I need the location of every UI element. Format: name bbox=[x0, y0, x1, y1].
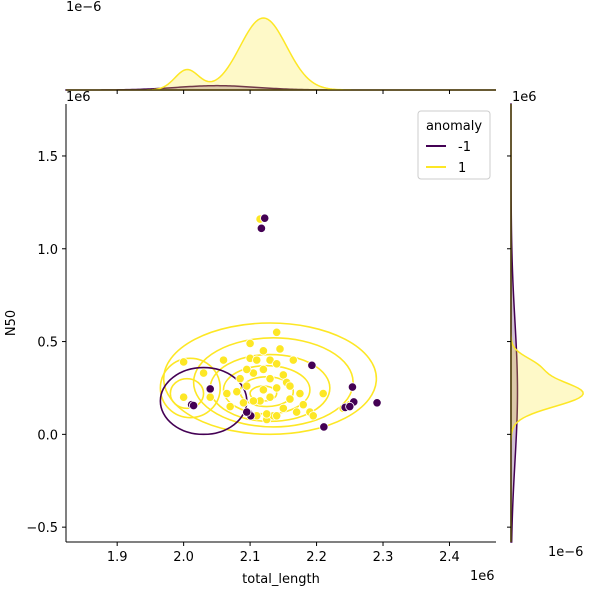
main-axes: 1.9 2.0 2.1 2.2 2.3 2.4 −0.5 0.0 0.5 1.0 1.5 tota… bbox=[4, 90, 496, 587]
y-tick-label: 0.0 bbox=[37, 428, 58, 443]
scatter-point-plus1 bbox=[288, 355, 298, 365]
scatter-point-minus1 bbox=[347, 382, 358, 392]
right-marginal-axes: 1e−6 1e6 bbox=[507, 90, 584, 560]
scatter-point-plus1 bbox=[295, 388, 305, 399]
x-tick-label: 1.9 bbox=[107, 550, 128, 565]
scatter-point-minus1 bbox=[260, 213, 270, 223]
scatter-point-plus1 bbox=[222, 388, 232, 399]
scatter-point-plus1 bbox=[242, 364, 252, 374]
scatter-point-plus1 bbox=[285, 381, 295, 391]
y-tick-label: 0.5 bbox=[37, 336, 58, 351]
scatter-point-minus1 bbox=[256, 223, 266, 233]
x-axis-label: total_length bbox=[242, 572, 320, 587]
scatter-point-minus1 bbox=[345, 401, 355, 412]
scatter-point-plus1 bbox=[278, 370, 288, 380]
scatter-point-plus1 bbox=[265, 374, 275, 384]
scatter-point-plus1 bbox=[265, 392, 275, 402]
scatter-point-plus1 bbox=[272, 327, 282, 337]
scatter-point-plus1 bbox=[308, 411, 318, 421]
scatter-point-plus1 bbox=[179, 357, 189, 367]
right-marginal-kde bbox=[510, 103, 584, 543]
x-tick-label: 2.3 bbox=[373, 550, 394, 565]
legend-frame bbox=[417, 110, 491, 180]
right-kde-minus1 bbox=[510, 103, 519, 543]
scatter-points bbox=[179, 213, 382, 432]
x-tick-label: 2.2 bbox=[306, 550, 327, 565]
x-tick-label: 2.0 bbox=[173, 550, 194, 565]
contour-plus1 bbox=[169, 377, 205, 410]
x-tick-label: 2.1 bbox=[240, 550, 261, 565]
contour-plus1 bbox=[162, 322, 378, 436]
x-tick-label: 2.4 bbox=[439, 550, 460, 565]
scatter-point-minus1 bbox=[307, 360, 317, 370]
scatter-point-minus1 bbox=[189, 400, 199, 411]
scatter-point-plus1 bbox=[272, 383, 282, 393]
top-marginal-scale-label: 1e−6 bbox=[66, 0, 101, 15]
y-ticks: −0.5 0.0 0.5 1.0 1.5 bbox=[26, 150, 66, 536]
x-scale-label: 1e6 bbox=[470, 569, 495, 584]
right-marginal-scale-label: 1e−6 bbox=[548, 545, 583, 560]
scatter-point-minus1 bbox=[242, 407, 252, 417]
scatter-point-plus1 bbox=[285, 394, 295, 404]
y-tick-label: 1.0 bbox=[37, 243, 58, 258]
scatter-point-plus1 bbox=[242, 381, 252, 391]
scatter-point-plus1 bbox=[225, 401, 235, 412]
scatter-point-minus1 bbox=[372, 398, 382, 408]
contour-plus1 bbox=[192, 337, 354, 428]
scatter-point-plus1 bbox=[258, 385, 268, 395]
right-marginal-ticks bbox=[507, 155, 511, 528]
scatter-point-minus1 bbox=[205, 384, 215, 394]
top-marginal-ticks bbox=[116, 90, 450, 94]
y-scale-label: 1e6 bbox=[66, 90, 91, 105]
scatter-point-plus1 bbox=[205, 392, 215, 402]
y-tick-label: −0.5 bbox=[26, 521, 58, 536]
scatter-point-plus1 bbox=[272, 411, 282, 421]
scatter-point-minus1 bbox=[319, 422, 329, 432]
top-kde-plus1 bbox=[66, 17, 496, 91]
legend-label-minus1: -1 bbox=[458, 140, 471, 155]
scatter-point-plus1 bbox=[245, 338, 255, 349]
scatter-point-plus1 bbox=[318, 388, 328, 399]
scatter-point-plus1 bbox=[275, 344, 285, 354]
top-marginal-kde bbox=[65, 17, 496, 91]
y-tick-label: 1.5 bbox=[37, 150, 58, 165]
scatter-point-plus1 bbox=[198, 368, 209, 378]
contour-plus1 bbox=[159, 357, 221, 419]
scatter-point-plus1 bbox=[272, 359, 282, 369]
x-ticks: 1.9 2.0 2.1 2.2 2.3 2.4 bbox=[107, 542, 460, 565]
legend-label-plus1: 1 bbox=[458, 161, 466, 176]
top-right-scale-label: 1e6 bbox=[512, 90, 537, 105]
top-marginal-axes: 1e−6 bbox=[65, 0, 496, 94]
scatter-point-plus1 bbox=[298, 400, 308, 410]
legend-title: anomaly bbox=[426, 119, 482, 134]
scatter-point-plus1 bbox=[238, 398, 249, 408]
right-kde-plus1 bbox=[510, 104, 584, 542]
scatter-point-plus1 bbox=[278, 403, 288, 413]
scatter-point-plus1 bbox=[232, 387, 242, 397]
scatter-point-plus1 bbox=[258, 364, 268, 374]
scatter-point-plus1 bbox=[262, 409, 272, 419]
scatter-point-plus1 bbox=[292, 407, 302, 417]
scatter-point-plus1 bbox=[179, 392, 189, 402]
legend: anomaly -1 1 bbox=[417, 110, 491, 180]
scatter-point-plus1 bbox=[235, 374, 245, 384]
y-axis-label: N50 bbox=[4, 310, 19, 336]
scatter-point-plus1 bbox=[252, 355, 262, 365]
scatter-point-plus1 bbox=[258, 346, 268, 356]
scatter-point-plus1 bbox=[218, 355, 229, 365]
scatter-point-plus1 bbox=[248, 396, 259, 406]
